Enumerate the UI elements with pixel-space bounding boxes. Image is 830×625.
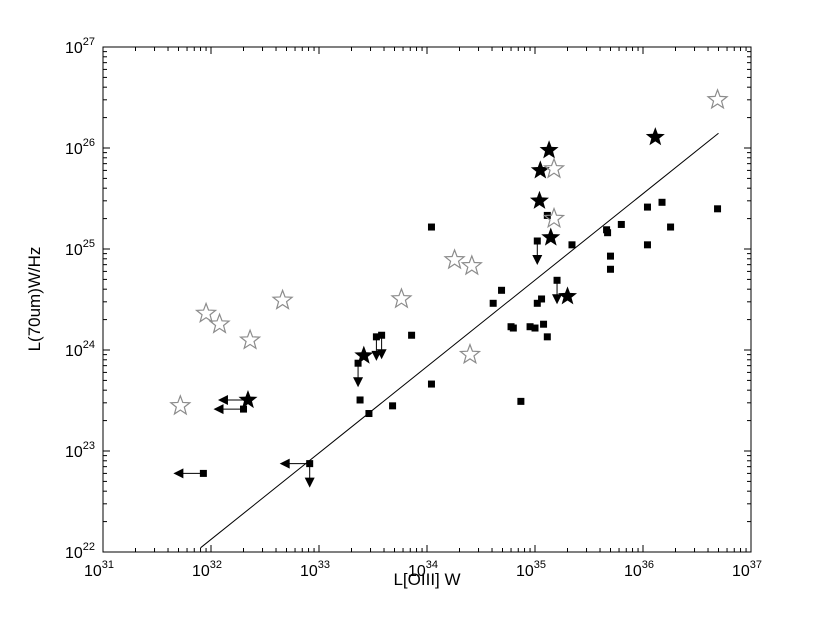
square-marker [489, 299, 497, 307]
square-marker [643, 203, 651, 211]
upper-limit-y-arrowhead [532, 255, 543, 266]
square-marker [408, 331, 416, 339]
square-marker [553, 276, 561, 284]
square-marker [531, 324, 539, 332]
fit-line [200, 132, 719, 549]
x-tick-label: 1034 [408, 559, 438, 580]
square-marker [606, 252, 614, 260]
square-marker [509, 324, 517, 332]
square-marker [643, 241, 651, 249]
y-tick-label: 1027 [65, 36, 95, 57]
filled-star-marker [238, 389, 258, 409]
y-tick-label: 1025 [65, 238, 95, 259]
open-star-marker [542, 157, 566, 179]
square-marker [533, 237, 541, 245]
open-star-marker [271, 288, 294, 310]
y-tick-label: 1023 [65, 440, 95, 461]
square-marker [714, 205, 722, 213]
x-tick-label: 1033 [300, 559, 330, 580]
x-tick-label: 1037 [732, 559, 762, 580]
square-marker [526, 323, 534, 331]
open-star-marker [169, 394, 192, 416]
square-marker [538, 295, 546, 303]
square-marker [365, 410, 373, 418]
filled-star-marker [541, 227, 561, 246]
filled-star-marker [645, 127, 665, 146]
open-star-marker [238, 328, 262, 350]
square-marker [240, 405, 248, 413]
y-tick-labels: 1022 1023 1024 1025 1026 1027 [65, 36, 95, 562]
filled-star-marker [354, 345, 374, 364]
square-marker [372, 333, 380, 341]
open-star-marker [194, 301, 218, 323]
square-marker [604, 229, 612, 237]
open-star-marker [542, 206, 566, 229]
square-marker [356, 396, 364, 404]
square-marker [658, 198, 666, 206]
y-tick-label: 1026 [65, 137, 95, 158]
open-star-marker [706, 88, 729, 110]
square-marker [427, 380, 435, 388]
open-star-marker [208, 312, 231, 334]
square-marker [606, 265, 614, 273]
filled-star-marker [530, 160, 550, 179]
limit-arrows [173, 241, 563, 488]
x-tick-label: 1031 [84, 559, 114, 580]
upper-limit-x-arrowhead [217, 394, 228, 405]
open-star-marker [443, 248, 466, 270]
upper-limit-x-arrowhead [173, 468, 184, 479]
open-star-marker [390, 287, 413, 309]
square-marker [199, 469, 207, 477]
upper-limit-y-arrowhead [376, 349, 387, 360]
open-star-marker [460, 254, 483, 276]
x-tick-label: 1036 [624, 559, 654, 580]
data-markers [169, 88, 729, 477]
square-marker [540, 320, 548, 328]
square-marker [543, 333, 551, 341]
upper-limit-y-arrowhead [552, 294, 563, 305]
square-marker [498, 286, 506, 294]
upper-limit-x-arrowhead [279, 458, 290, 469]
upper-limit-y-arrowhead [353, 377, 364, 388]
x-axis-title: L[OIII] W [393, 570, 460, 589]
y-tick-label: 1024 [65, 339, 95, 360]
square-marker [517, 397, 525, 405]
open-star-marker [458, 342, 482, 365]
square-marker [389, 402, 397, 410]
x-tick-label: 1032 [192, 559, 222, 580]
axis-ticks [102, 47, 751, 553]
upper-limit-x-arrowhead [213, 404, 224, 415]
filled-star-marker [539, 140, 559, 159]
square-marker [533, 299, 541, 307]
square-marker [378, 331, 386, 339]
upper-limit-y-arrowhead [304, 477, 315, 488]
square-marker [427, 223, 435, 231]
square-marker [667, 223, 675, 231]
y-tick-label: 1022 [65, 541, 95, 562]
square-marker [617, 220, 625, 228]
square-marker [306, 460, 314, 468]
x-tick-label: 1035 [516, 559, 546, 580]
square-marker [354, 359, 362, 367]
x-tick-labels: 1031 1032 1033 1034 1035 1036 1037 [84, 559, 762, 580]
square-marker [568, 241, 576, 249]
filled-star-marker [558, 286, 578, 305]
y-axis-title: L(70um)W/Hz [25, 247, 44, 352]
filled-star-marker [529, 190, 549, 209]
